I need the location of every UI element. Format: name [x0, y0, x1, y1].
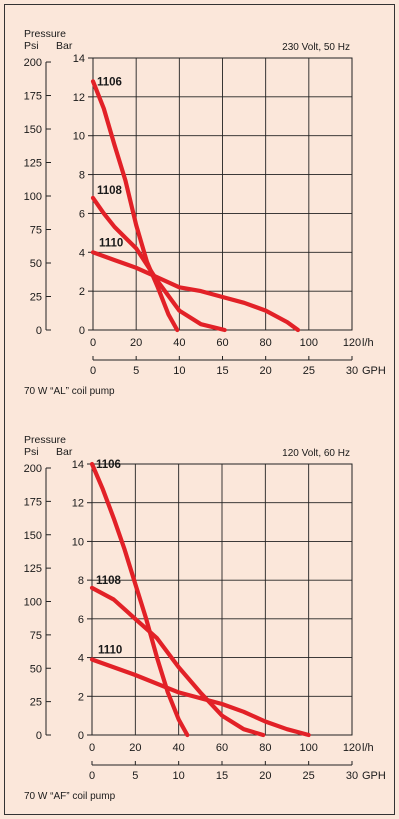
psi-tick-label: 25 [30, 292, 42, 304]
gph-unit-label: GPH [362, 365, 386, 377]
psi-tick-label: 100 [24, 191, 42, 203]
series-line-1108 [93, 198, 225, 330]
gph-tick-label: 25 [303, 770, 315, 782]
psi-tick-label: 125 [24, 158, 42, 170]
psi-tick-label: 200 [24, 463, 42, 475]
psi-tick-label: 0 [36, 730, 42, 742]
bar-tick-label: 0 [78, 730, 84, 742]
gph-tick-label: 15 [216, 770, 228, 782]
caption-label: 70 W “AF” coil pump [24, 791, 116, 802]
bar-tick-label: 4 [79, 247, 85, 259]
lh-tick-label: 80 [260, 337, 272, 349]
psi-tick-label: 0 [36, 325, 42, 337]
gph-tick-label: 15 [216, 365, 228, 377]
lh-tick-label: 20 [129, 742, 141, 754]
gph-tick-label: 20 [260, 365, 272, 377]
series-label-1110: 1110 [98, 645, 122, 657]
lh-tick-label: 100 [300, 337, 318, 349]
psi-tick-label: 25 [30, 697, 42, 709]
series-label-1106: 1106 [96, 459, 121, 471]
gph-unit-label: GPH [362, 770, 386, 782]
lh-tick-label: 100 [299, 742, 317, 754]
psi-unit-label: Psi [24, 446, 39, 458]
lh-tick-label: 60 [216, 337, 228, 349]
bar-tick-label: 6 [79, 208, 85, 220]
bar-tick-label: 4 [78, 653, 84, 665]
psi-unit-label: Psi [24, 40, 39, 52]
pressure-label: Pressure [24, 434, 66, 446]
lh-tick-label: 40 [173, 337, 185, 349]
gph-tick-label: 30 [346, 770, 358, 782]
bar-tick-label: 2 [78, 691, 84, 703]
psi-tick-label: 100 [24, 597, 42, 609]
bar-tick-label: 12 [72, 498, 84, 510]
gph-tick-label: 0 [90, 365, 96, 377]
bar-unit-label: Bar [56, 446, 73, 458]
psi-tick-label: 50 [30, 663, 42, 675]
gph-tick-label: 30 [346, 365, 358, 377]
gph-tick-label: 5 [133, 365, 139, 377]
bar-unit-label: Bar [56, 40, 73, 52]
series-line-1110 [92, 660, 309, 736]
lh-tick-label: 80 [259, 742, 271, 754]
lh-tick-label: 20 [130, 337, 142, 349]
psi-tick-label: 50 [30, 258, 42, 270]
lh-tick-label: 120 [343, 337, 361, 349]
lh-tick-label: 0 [89, 742, 95, 754]
bar-tick-label: 10 [73, 131, 85, 143]
lh-unit-label: l/h [362, 337, 374, 349]
bar-tick-label: 0 [79, 325, 85, 337]
gph-tick-label: 25 [303, 365, 315, 377]
psi-tick-label: 175 [24, 91, 42, 103]
gph-tick-label: 10 [173, 365, 185, 377]
series-label-1110: 1110 [99, 237, 123, 249]
psi-tick-label: 75 [30, 225, 42, 237]
bar-tick-label: 6 [78, 614, 84, 626]
pressure-label: Pressure [24, 28, 66, 40]
series-label-1108: 1108 [96, 575, 122, 587]
lh-tick-label: 40 [173, 742, 185, 754]
bar-tick-label: 10 [72, 536, 84, 548]
psi-tick-label: 175 [24, 496, 42, 508]
gph-tick-label: 10 [173, 770, 185, 782]
gph-tick-label: 5 [132, 770, 138, 782]
lh-tick-label: 60 [216, 742, 228, 754]
series-line-1106 [92, 464, 187, 735]
psi-tick-label: 150 [24, 530, 42, 542]
psi-tick-label: 200 [24, 57, 42, 69]
bar-tick-label: 14 [72, 459, 84, 471]
gph-tick-label: 0 [89, 770, 95, 782]
psi-tick-label: 125 [24, 563, 42, 575]
lh-tick-label: 120 [343, 742, 361, 754]
bar-tick-label: 14 [73, 53, 85, 65]
gph-tick-label: 20 [259, 770, 271, 782]
condition-label: 120 Volt, 60 Hz [282, 448, 350, 459]
caption-label: 70 W “AL” coil pump [24, 386, 115, 397]
bar-tick-label: 2 [79, 286, 85, 298]
bar-tick-label: 12 [73, 92, 85, 104]
series-label-1106: 1106 [97, 76, 122, 88]
psi-tick-label: 75 [30, 630, 42, 642]
lh-tick-label: 0 [90, 337, 96, 349]
psi-tick-label: 150 [24, 124, 42, 136]
bar-tick-label: 8 [78, 575, 84, 587]
condition-label: 230 Volt, 50 Hz [282, 42, 350, 53]
series-label-1108: 1108 [97, 185, 123, 197]
lh-unit-label: l/h [362, 742, 374, 754]
bar-tick-label: 8 [79, 170, 85, 182]
